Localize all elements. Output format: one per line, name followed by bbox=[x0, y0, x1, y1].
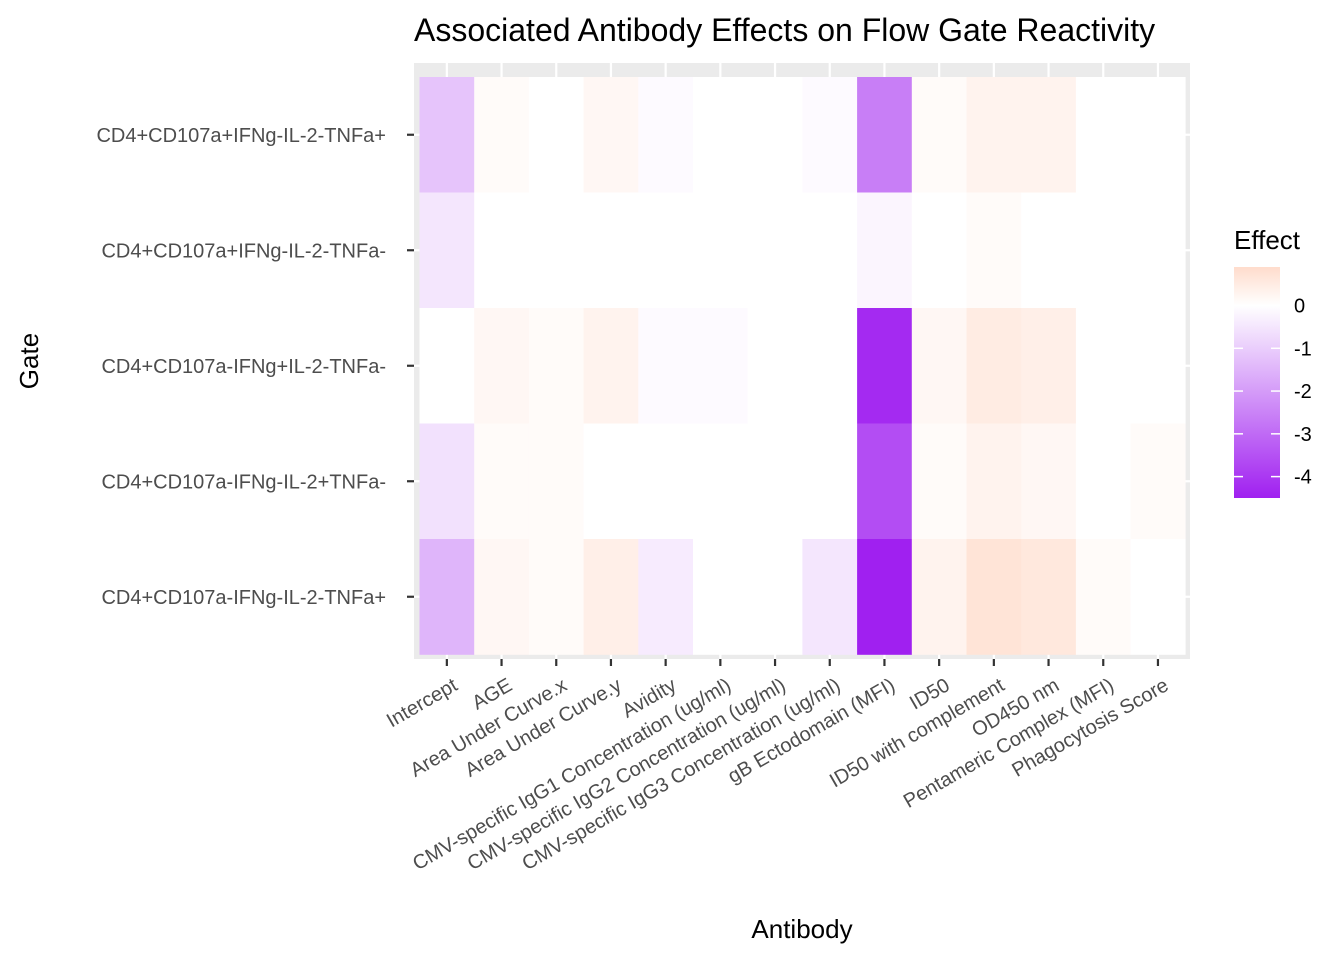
heatmap-cell bbox=[802, 539, 858, 655]
heatmap-cell bbox=[802, 423, 858, 540]
heatmap-cell bbox=[966, 308, 1022, 424]
heatmap-cell bbox=[966, 192, 1022, 309]
y-axis-title: Gate bbox=[14, 333, 44, 389]
heatmap-cell bbox=[474, 539, 530, 655]
y-tick-label: CD4+CD107a-IFNg+IL-2-TNFa- bbox=[101, 356, 386, 378]
heatmap-cell bbox=[911, 77, 967, 193]
heatmap-cell bbox=[1075, 192, 1131, 309]
legend-title: Effect bbox=[1234, 225, 1301, 255]
heatmap-cell bbox=[911, 539, 967, 655]
chart-title: Associated Antibody Effects on Flow Gate… bbox=[414, 12, 1155, 48]
heatmap-cell bbox=[857, 539, 913, 655]
heatmap-cell bbox=[1021, 308, 1077, 424]
heatmap-cell bbox=[857, 423, 913, 540]
heatmap-cell bbox=[966, 423, 1022, 540]
heatmap-cell bbox=[966, 539, 1022, 655]
heatmap-cell bbox=[747, 77, 803, 193]
heatmap-cell bbox=[802, 77, 858, 193]
heatmap-cell bbox=[638, 192, 694, 309]
heatmap-cell bbox=[528, 539, 584, 655]
heatmap-cell bbox=[802, 308, 858, 424]
heatmap-cell bbox=[1130, 77, 1186, 193]
heatmap-cell bbox=[1075, 77, 1131, 193]
y-tick-label: CD4+CD107a+IFNg-IL-2-TNFa+ bbox=[96, 125, 386, 147]
heatmap-cell bbox=[911, 308, 967, 424]
heatmap-cell bbox=[638, 539, 694, 655]
heatmap-cell bbox=[583, 77, 639, 193]
heatmap-cell bbox=[419, 77, 475, 193]
heatmap-cell bbox=[693, 423, 748, 540]
heatmap-cell bbox=[693, 539, 748, 655]
heatmap-cell bbox=[528, 308, 584, 424]
heatmap-cell bbox=[528, 192, 584, 309]
heatmap-cell bbox=[802, 192, 858, 309]
heatmap-cell bbox=[419, 308, 475, 424]
heatmap-cell bbox=[583, 308, 639, 424]
heatmap-cell bbox=[1075, 539, 1131, 655]
heatmap-cell bbox=[966, 77, 1022, 193]
heatmap-cell bbox=[1075, 423, 1131, 540]
heatmap-cell bbox=[857, 192, 913, 309]
heatmap-cell bbox=[1021, 77, 1077, 193]
heatmap-cell bbox=[1130, 308, 1186, 424]
heatmap-cell bbox=[1021, 539, 1077, 655]
heatmap-cell bbox=[638, 308, 694, 424]
heatmap-cell bbox=[1130, 192, 1186, 309]
heatmap-cell bbox=[474, 77, 530, 193]
legend-colorbar bbox=[1234, 267, 1280, 498]
heatmap-cell bbox=[693, 192, 748, 309]
heatmap-cell bbox=[1130, 423, 1186, 540]
heatmap-cell bbox=[1021, 423, 1077, 540]
heatmap-cell bbox=[474, 423, 530, 540]
heatmap-cell bbox=[528, 423, 584, 540]
heatmap-cell bbox=[911, 423, 967, 540]
heatmap-cell bbox=[857, 77, 913, 193]
heatmap-cell bbox=[693, 308, 748, 424]
heatmap-cell bbox=[1130, 539, 1186, 655]
heatmap-cell bbox=[583, 423, 639, 540]
heatmap-cell bbox=[1021, 192, 1077, 309]
y-tick-label: CD4+CD107a-IFNg-IL-2-TNFa+ bbox=[101, 587, 386, 609]
y-tick-label: CD4+CD107a-IFNg-IL-2+TNFa- bbox=[101, 471, 386, 493]
y-axis: CD4+CD107a+IFNg-IL-2-TNFa+ CD4+CD107a+IFN… bbox=[96, 125, 414, 609]
heatmap-cell bbox=[747, 192, 803, 309]
x-tick-label: Intercept bbox=[383, 674, 462, 732]
legend: Effect 0 -1 -2 -3 -4 bbox=[1234, 225, 1312, 498]
heatmap-cell bbox=[747, 308, 803, 424]
heatmap-cell bbox=[857, 308, 913, 424]
heatmap-cell bbox=[693, 77, 748, 193]
heatmap-cell bbox=[419, 423, 475, 540]
heatmap-cell bbox=[747, 423, 803, 540]
heatmap-cell bbox=[419, 539, 475, 655]
legend-tick-label: -1 bbox=[1294, 338, 1312, 360]
heatmap-cell bbox=[911, 192, 967, 309]
heatmap-cell bbox=[528, 77, 584, 193]
y-tick-label: CD4+CD107a+IFNg-IL-2-TNFa- bbox=[101, 240, 386, 262]
heatmap-cell bbox=[583, 539, 639, 655]
heatmap-cell bbox=[583, 192, 639, 309]
heatmap-cell bbox=[747, 539, 803, 655]
heatmap-cell bbox=[474, 308, 530, 424]
heatmap-cell bbox=[1075, 308, 1131, 424]
legend-tick-label: 0 bbox=[1294, 296, 1305, 318]
heatmap-cells bbox=[419, 77, 1186, 655]
heatmap-cell bbox=[419, 192, 475, 309]
x-axis-title: Antibody bbox=[751, 914, 852, 944]
legend-tick-label: -4 bbox=[1294, 467, 1312, 489]
heatmap-cell bbox=[638, 77, 694, 193]
legend-tick-label: -3 bbox=[1294, 424, 1312, 446]
legend-tick-label: -2 bbox=[1294, 381, 1312, 403]
heatmap-cell bbox=[638, 423, 694, 540]
legend-ticks: 0 -1 -2 -3 -4 bbox=[1234, 296, 1312, 489]
heatmap-cell bbox=[474, 192, 530, 309]
